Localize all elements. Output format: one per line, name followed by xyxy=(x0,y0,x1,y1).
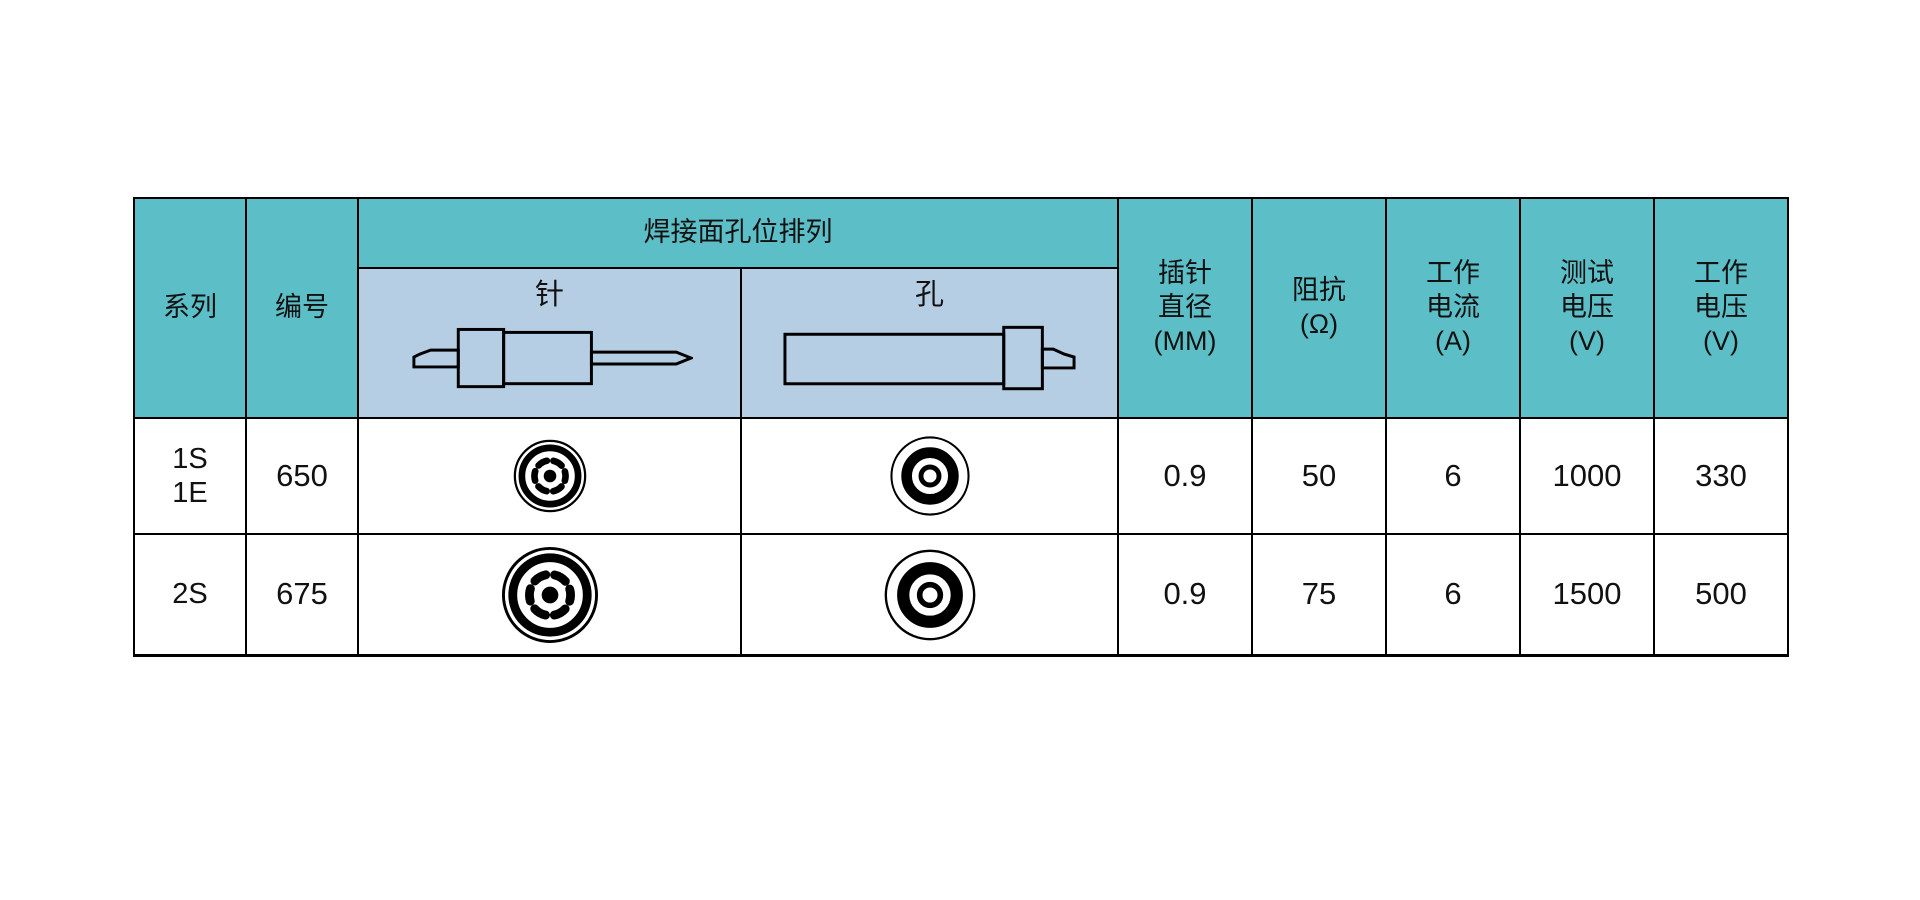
series-line2: 1E xyxy=(172,477,208,509)
header-impedance-line1: 阻抗 xyxy=(1292,275,1346,306)
cell-series: 1S 1E xyxy=(135,419,245,533)
header-pin-diameter: 插针 直径 (MM) xyxy=(1119,199,1251,417)
pin-diameter-value: 0.9 xyxy=(1163,576,1207,612)
cell-pin-diameter: 0.9 xyxy=(1119,535,1251,654)
pin-face-icon xyxy=(501,546,598,643)
header-test-voltage-line2: 电压 xyxy=(1560,292,1614,323)
cell-impedance: 50 xyxy=(1253,419,1385,533)
header-test-voltage: 测试 电压 (V) xyxy=(1521,199,1653,417)
number-value: 650 xyxy=(276,457,328,493)
working-voltage-value: 500 xyxy=(1695,576,1747,612)
header-impedance: 阻抗 (Ω) xyxy=(1253,199,1385,417)
pin-side-view-drawing xyxy=(411,328,693,389)
header-working-voltage-line3: (V) xyxy=(1703,325,1739,356)
cell-pin-face xyxy=(359,535,740,654)
cell-working-current: 6 xyxy=(1387,419,1519,533)
cell-test-voltage: 1000 xyxy=(1521,419,1653,533)
header-number: 编号 xyxy=(247,199,357,417)
header-number-label: 编号 xyxy=(275,292,329,323)
header-test-voltage-line1: 测试 xyxy=(1560,258,1614,289)
impedance-value: 50 xyxy=(1301,457,1337,493)
series-line1: 1S xyxy=(172,442,208,475)
subheader-hole: 孔 xyxy=(742,269,1117,417)
header-pin-diameter-line1: 插针 xyxy=(1158,258,1212,289)
header-working-current: 工作 电流 (A) xyxy=(1387,199,1519,417)
hole-face-icon xyxy=(889,436,970,516)
test-voltage-value: 1000 xyxy=(1552,457,1622,493)
cell-working-voltage: 330 xyxy=(1655,419,1787,533)
cell-working-current: 6 xyxy=(1387,535,1519,654)
header-working-current-line3: (A) xyxy=(1435,325,1471,356)
cell-pin-face xyxy=(359,419,740,533)
cell-working-voltage: 500 xyxy=(1655,535,1787,654)
pin-diameter-value: 0.9 xyxy=(1163,457,1207,493)
header-pin-diameter-line3: (MM) xyxy=(1153,325,1217,356)
hole-face-icon xyxy=(884,549,975,640)
cell-series: 2S xyxy=(135,535,245,654)
working-current-value: 6 xyxy=(1444,576,1462,612)
series-line1: 2S xyxy=(172,578,208,611)
header-test-voltage-line3: (V) xyxy=(1569,325,1605,356)
subheader-hole-label: 孔 xyxy=(914,279,944,311)
cell-pin-diameter: 0.9 xyxy=(1119,419,1251,533)
header-working-voltage: 工作 电压 (V) xyxy=(1655,199,1787,417)
cell-test-voltage: 1500 xyxy=(1521,535,1653,654)
subheader-pin-label: 针 xyxy=(534,279,564,311)
header-solder-face-layout: 焊接面孔位排列 xyxy=(359,199,1117,267)
impedance-value: 75 xyxy=(1301,576,1337,612)
working-voltage-value: 330 xyxy=(1695,457,1747,493)
cell-impedance: 75 xyxy=(1253,535,1385,654)
cell-hole-face xyxy=(742,419,1117,533)
header-working-voltage-line2: 电压 xyxy=(1694,292,1748,323)
cell-hole-face xyxy=(742,535,1117,654)
header-impedance-line2: (Ω) xyxy=(1299,309,1339,339)
subheader-pin: 针 xyxy=(359,269,740,417)
header-working-current-line1: 工作 xyxy=(1426,258,1480,289)
test-voltage-value: 1500 xyxy=(1552,576,1622,612)
header-solder-face-label: 焊接面孔位排列 xyxy=(643,217,833,248)
header-working-current-line2: 电流 xyxy=(1426,292,1480,323)
number-value: 675 xyxy=(276,576,328,612)
hole-side-view-drawing xyxy=(783,326,1076,391)
header-pin-diameter-line2: 直径 xyxy=(1158,292,1212,323)
pin-face-icon xyxy=(513,439,586,513)
header-working-voltage-line1: 工作 xyxy=(1694,258,1748,289)
working-current-value: 6 xyxy=(1444,457,1462,493)
cell-number: 650 xyxy=(247,419,357,533)
header-series: 系列 xyxy=(135,199,245,417)
header-series-label: 系列 xyxy=(163,292,217,323)
cell-number: 675 xyxy=(247,535,357,654)
connector-spec-table: 系列 编号 焊接面孔位排列 针 孔 xyxy=(133,197,1789,657)
